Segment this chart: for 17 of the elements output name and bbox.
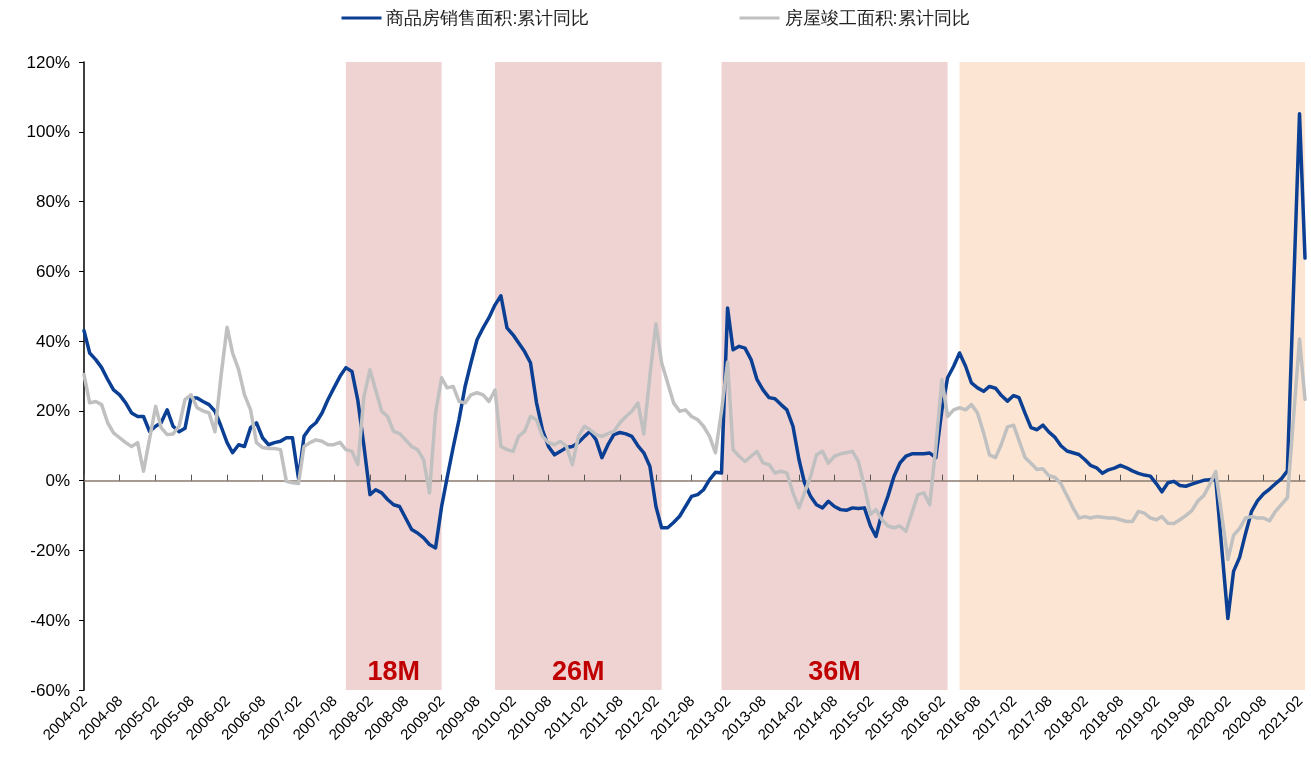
band-label: 18M	[367, 655, 421, 686]
line-series	[82, 111, 1307, 621]
line-series	[82, 321, 1307, 562]
y-tick-label: 20%	[35, 401, 70, 421]
y-tick-label: 120%	[26, 52, 70, 72]
legend-label: 商品房销售面积:累计同比	[386, 8, 590, 28]
band-label: 36M	[808, 655, 861, 686]
y-tick-label: 80%	[35, 192, 70, 212]
y-tick-label: 40%	[35, 331, 70, 351]
y-tick-label: 60%	[35, 261, 70, 281]
y-tick-label: 100%	[26, 122, 70, 142]
y-tick-label: -60%	[30, 680, 70, 700]
y-tick-label: -20%	[30, 540, 70, 560]
band-label: 26M	[552, 655, 605, 686]
y-tick-label: 0%	[45, 471, 70, 491]
y-tick-label: -40%	[30, 610, 70, 630]
legend-label: 房屋竣工面积:累计同比	[784, 8, 970, 28]
